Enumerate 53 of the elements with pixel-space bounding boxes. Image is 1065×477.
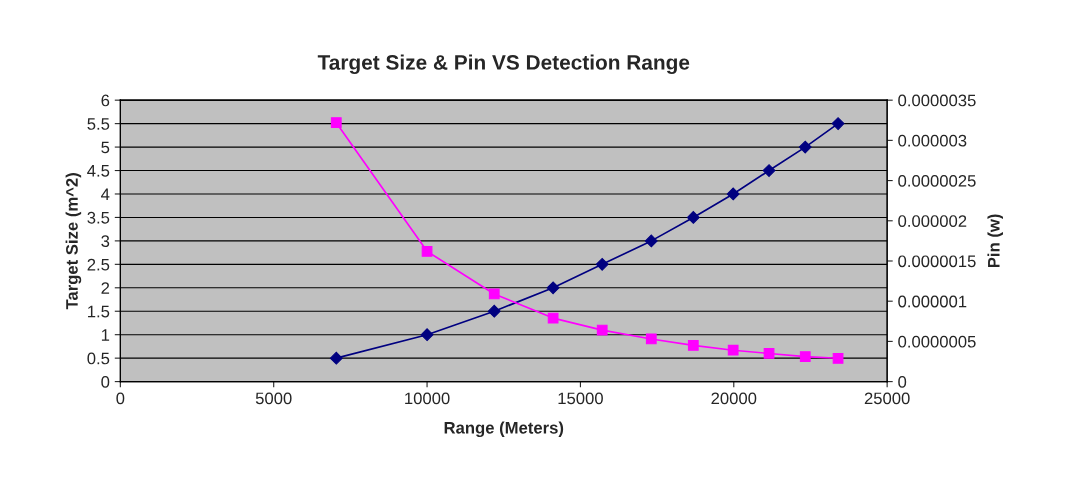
y-tick-label: 6 (101, 94, 110, 107)
point (546, 281, 560, 295)
point (595, 257, 609, 271)
y2-tick-label: 0 (898, 376, 907, 388)
point (421, 245, 433, 257)
x-tick-label: 5000 (255, 392, 292, 405)
point (644, 234, 658, 248)
y-tick-label: 1 (101, 329, 110, 341)
point (596, 324, 608, 336)
y2-axis-title: Pin (w) (987, 214, 1003, 268)
point (831, 117, 845, 131)
x-tick-label: 20000 (711, 392, 757, 405)
y2-tick-label: 0.0000005 (898, 335, 976, 348)
y-tick-label: 2 (101, 282, 110, 294)
y-tick-label: 5.5 (87, 118, 110, 130)
y2-tick-label: 0.0000015 (898, 255, 976, 268)
x-tick-label: 25000 (864, 392, 910, 405)
y-tick-label: 3.5 (87, 211, 110, 224)
y-tick-label: 2.5 (87, 258, 110, 271)
x-tick-label: 15000 (558, 392, 603, 405)
point (799, 351, 811, 363)
y-tick-label: 0 (101, 376, 110, 388)
point (763, 348, 775, 359)
point (330, 117, 342, 129)
point (798, 140, 812, 154)
y-tick-label: 3 (101, 235, 110, 248)
point (329, 351, 343, 365)
x-tick-label: 10000 (405, 392, 450, 405)
point (762, 164, 776, 177)
x-axis-title: Range (Meters) (444, 421, 564, 438)
point (686, 211, 700, 224)
point (726, 187, 740, 201)
y-tick-label: 1.5 (88, 305, 110, 318)
chart-title: Target Size & Pin VS Detection Range (317, 54, 690, 75)
point (487, 304, 501, 318)
y2-tick-label: 0.000001 (898, 295, 967, 308)
y-tick-label: 0.5 (87, 352, 110, 365)
y-tick-label: 4 (101, 188, 110, 201)
y2-tick-label: 0.0000035 (898, 94, 976, 107)
y-axis-title: Target Size (m^2) (65, 173, 82, 310)
point (488, 288, 500, 300)
point (727, 344, 739, 356)
y2-tick-label: 0.000002 (898, 215, 967, 227)
point (832, 352, 844, 364)
point (547, 312, 559, 324)
y2-tick-label: 0.0000025 (898, 174, 976, 187)
y-tick-label: 4.5 (87, 165, 110, 177)
point (687, 340, 699, 351)
x-tick-label: 0 (116, 392, 125, 405)
point (645, 333, 657, 345)
point (420, 328, 434, 342)
y-tick-label: 5 (101, 141, 110, 154)
y2-tick-label: 0.000003 (898, 134, 967, 147)
